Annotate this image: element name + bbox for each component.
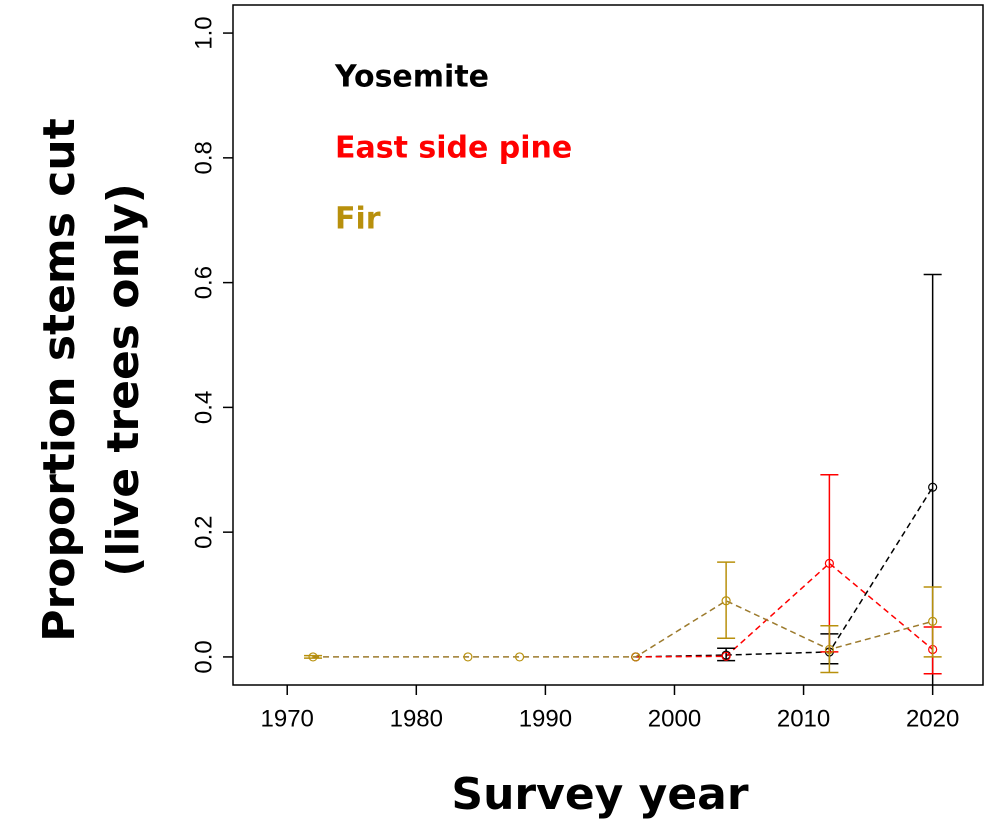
point xyxy=(721,651,731,661)
y-tick-label: 0.2 xyxy=(190,515,217,548)
legend-label: Yosemite xyxy=(334,60,489,95)
error-bar xyxy=(717,561,736,639)
point xyxy=(928,482,938,492)
x-tick-label: 2010 xyxy=(777,705,830,732)
series-line xyxy=(313,599,933,658)
point xyxy=(631,652,641,662)
plot-frame xyxy=(232,4,984,686)
y-axis-label: (live trees only) xyxy=(98,183,149,576)
y-tick-label: 0.6 xyxy=(190,266,217,299)
x-axis-label: Survey year xyxy=(451,769,748,820)
error-bar xyxy=(304,654,323,659)
legend-label: East side pine xyxy=(335,131,572,166)
x-tick-label: 2020 xyxy=(906,705,959,732)
series-line xyxy=(635,486,934,658)
legend-label: Fir xyxy=(335,202,381,237)
x-tick-label: 1970 xyxy=(261,705,314,732)
x-tick-label: 2000 xyxy=(648,705,701,732)
y-axis-label: Proportion stems cut xyxy=(34,118,85,641)
point xyxy=(308,652,318,662)
y-tick-label: 0.0 xyxy=(190,640,217,673)
error-bar xyxy=(820,624,839,674)
x-tick-label: 1980 xyxy=(390,705,443,732)
y-tick-label: 0.4 xyxy=(190,391,217,424)
plot-area xyxy=(304,273,942,685)
y-tick-label: 0.8 xyxy=(190,141,217,174)
point xyxy=(928,616,938,626)
point xyxy=(824,644,834,655)
point xyxy=(721,596,731,606)
point xyxy=(514,652,525,662)
series-line xyxy=(635,562,934,658)
y-tick-label: 1.0 xyxy=(190,16,217,49)
point xyxy=(824,558,834,568)
point xyxy=(463,652,473,662)
x-tick-label: 1990 xyxy=(519,705,572,732)
error-bar xyxy=(923,586,942,658)
